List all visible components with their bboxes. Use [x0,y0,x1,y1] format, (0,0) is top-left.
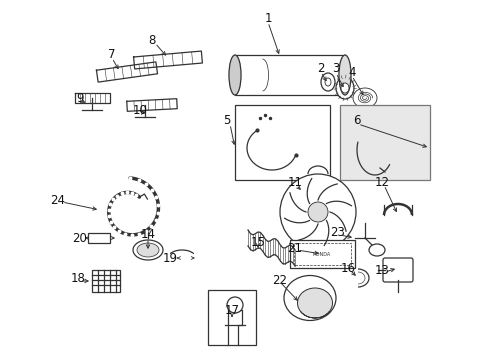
Text: 13: 13 [374,264,388,276]
Ellipse shape [335,77,353,99]
Text: 14: 14 [140,228,155,240]
Ellipse shape [338,55,350,95]
Text: 1: 1 [264,12,271,24]
Text: 22: 22 [272,274,287,287]
Ellipse shape [320,73,334,91]
Bar [207,290,256,345]
Text: 7: 7 [108,49,116,62]
Text: 20: 20 [72,231,87,244]
Ellipse shape [137,243,159,257]
Ellipse shape [133,240,163,260]
Polygon shape [133,51,202,69]
Circle shape [226,297,243,313]
Ellipse shape [228,55,241,95]
Bar [289,240,354,268]
Bar [235,105,329,180]
Text: 2: 2 [317,62,324,75]
Text: 10: 10 [132,104,147,117]
Ellipse shape [284,275,335,320]
Polygon shape [74,93,109,103]
Circle shape [280,174,355,250]
Bar [92,270,120,292]
Text: 16: 16 [340,261,355,274]
Ellipse shape [325,78,330,86]
Text: 21: 21 [287,242,302,255]
Bar [293,243,350,265]
Ellipse shape [340,83,348,93]
Text: 11: 11 [287,175,302,189]
Polygon shape [96,62,157,82]
Text: 6: 6 [352,113,360,126]
Ellipse shape [297,288,332,318]
Text: 19: 19 [162,252,177,265]
Text: 4: 4 [347,66,355,78]
Ellipse shape [368,244,384,256]
Text: 23: 23 [330,225,345,238]
Text: HONDA: HONDA [312,252,330,256]
Polygon shape [126,99,177,111]
Text: 5: 5 [223,113,230,126]
Text: 12: 12 [374,175,389,189]
Bar [88,233,110,243]
Text: 8: 8 [148,33,155,46]
Text: 18: 18 [70,271,85,284]
Text: 9: 9 [76,91,83,104]
Text: 24: 24 [50,194,65,207]
Text: 15: 15 [250,235,265,248]
Text: 3: 3 [332,62,339,75]
Bar [339,105,429,180]
FancyBboxPatch shape [382,258,412,282]
Text: 17: 17 [224,303,239,316]
Bar [235,55,345,95]
Circle shape [307,202,327,222]
